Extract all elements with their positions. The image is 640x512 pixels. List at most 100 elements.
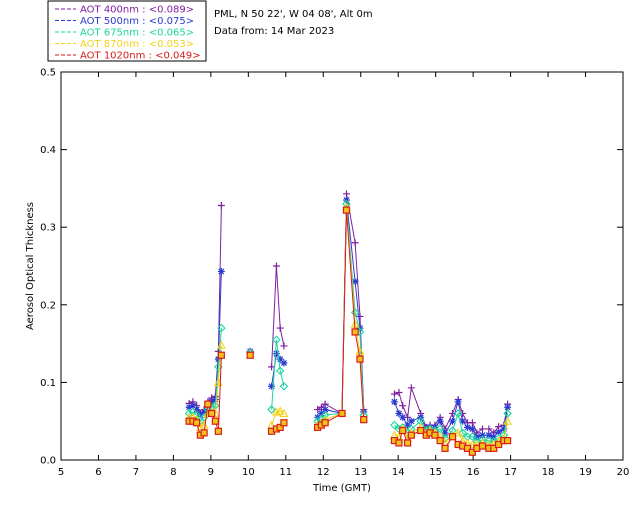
data-point <box>468 448 476 456</box>
y-tick-label: 0.4 <box>40 145 56 156</box>
x-tick-label: 15 <box>429 467 442 478</box>
data-point <box>503 416 513 425</box>
data-point <box>467 439 477 449</box>
data-point <box>390 398 398 406</box>
data-point <box>485 431 493 439</box>
legend-entry: AOT 870nm : <0.053> <box>80 39 194 50</box>
series-line <box>317 193 365 415</box>
x-tick-label: 17 <box>504 467 517 478</box>
data-point <box>211 395 219 403</box>
data-point <box>211 417 219 425</box>
data-point <box>490 444 498 452</box>
data-point <box>208 409 216 418</box>
data-point <box>407 417 415 425</box>
data-point <box>407 431 415 439</box>
plot-frame <box>60 71 624 461</box>
x-tick-label: 12 <box>317 467 330 478</box>
legend-box <box>47 0 207 62</box>
data-point <box>356 312 364 320</box>
data-point <box>276 355 284 363</box>
data-point <box>468 419 476 427</box>
data-point <box>275 406 285 415</box>
data-point <box>268 363 276 371</box>
data-point <box>217 267 225 275</box>
data-point <box>214 355 222 363</box>
data-point <box>314 406 322 414</box>
y-tick-label: 0.2 <box>40 300 56 311</box>
data-point <box>351 239 359 247</box>
data-point <box>192 410 201 420</box>
x-tick-label: 14 <box>392 467 405 478</box>
legend-entry: AOT 675nm : <0.065> <box>80 28 194 39</box>
data-point <box>441 429 449 437</box>
series-1 <box>185 196 512 441</box>
date-info: Data from: 14 Mar 2023 <box>214 26 334 37</box>
data-point <box>195 422 205 431</box>
legend-entry: AOT 1020nm : <0.049> <box>80 51 200 62</box>
x-tick-label: 8 <box>170 467 176 478</box>
y-tick-label: 0.1 <box>40 378 56 389</box>
data-point <box>351 328 359 336</box>
data-point <box>351 278 359 286</box>
legend: AOT 400nm : <0.089>AOT 500nm : <0.075>AO… <box>55 5 200 62</box>
x-tick-label: 16 <box>467 467 480 478</box>
data-point <box>479 425 486 433</box>
data-point <box>431 431 439 439</box>
series-line <box>317 199 365 418</box>
data-point <box>417 426 425 435</box>
x-tick-label: 6 <box>95 467 101 478</box>
data-point <box>279 382 289 391</box>
data-point <box>453 428 463 437</box>
legend-entry: AOT 400nm : <0.089> <box>80 5 194 16</box>
data-point <box>342 190 350 198</box>
data-point <box>360 416 368 424</box>
data-point <box>280 419 288 427</box>
x-tick-label: 9 <box>208 467 214 478</box>
data-point <box>395 439 403 447</box>
data-point <box>317 409 325 417</box>
x-tick-label: 18 <box>542 467 555 478</box>
data-point <box>495 440 503 449</box>
data-point <box>436 417 444 425</box>
data-point <box>504 437 512 445</box>
data-point <box>338 409 346 418</box>
data-point <box>276 423 284 432</box>
data-point <box>504 403 512 411</box>
data-point <box>268 382 276 390</box>
data-point <box>280 342 288 350</box>
data-point <box>216 340 226 349</box>
series-line <box>271 339 285 410</box>
data-point <box>193 419 201 427</box>
data-point <box>272 350 280 358</box>
data-point <box>473 433 481 441</box>
legend-entry: AOT 500nm : <0.075> <box>80 16 194 27</box>
data-point <box>395 409 403 417</box>
data-point <box>246 351 254 359</box>
y-axis-label: Aerosol Optical Thickness <box>25 202 36 330</box>
data-point <box>189 402 197 410</box>
data-point <box>317 403 325 411</box>
data-point <box>204 400 212 408</box>
x-tick-label: 7 <box>133 467 139 478</box>
data-point <box>280 359 288 367</box>
x-tick-label: 19 <box>579 467 592 478</box>
data-point <box>468 425 476 433</box>
data-point <box>464 423 472 431</box>
series-4 <box>185 206 512 456</box>
series-line <box>271 265 285 367</box>
data-point <box>485 425 493 433</box>
data-point <box>217 351 225 359</box>
data-point <box>459 417 467 425</box>
data-point <box>441 444 449 452</box>
data-point <box>495 428 503 436</box>
y-tick-label: 0.0 <box>40 456 56 467</box>
data-point <box>350 308 360 317</box>
data-point <box>356 355 364 363</box>
data-point <box>478 442 487 450</box>
data-point <box>490 433 498 441</box>
data-point <box>321 406 329 414</box>
x-axis-label: Time (GMT) <box>312 483 371 494</box>
y-tick-label: 0.3 <box>40 223 56 234</box>
data-point <box>272 335 281 344</box>
data-point <box>449 417 457 425</box>
